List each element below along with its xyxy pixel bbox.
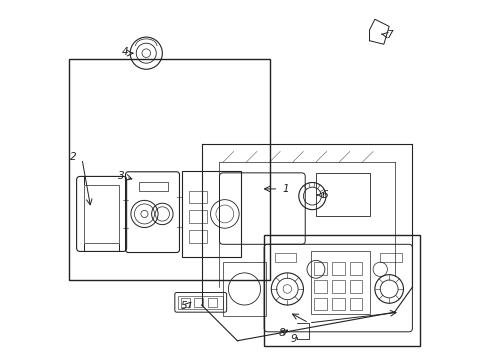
Bar [274,253,296,262]
Text: 4: 4 [122,47,128,57]
Bar [181,298,189,307]
Text: 7: 7 [385,30,391,40]
Bar [349,280,362,293]
Text: 1: 1 [282,184,288,194]
Bar [331,262,344,275]
Bar [178,296,223,309]
Text: 8: 8 [278,328,285,338]
Bar [315,173,369,216]
Bar [313,262,326,275]
Bar [380,253,401,262]
Text: 3: 3 [118,171,124,181]
Bar [223,262,265,316]
Bar [310,251,369,314]
Text: 5: 5 [180,301,187,311]
Polygon shape [369,19,388,44]
Bar [349,298,362,310]
Bar [349,262,362,275]
Bar [69,59,269,280]
Text: 9: 9 [290,334,297,344]
Bar [182,171,241,257]
Text: 2: 2 [70,152,77,162]
Bar [264,235,419,346]
Bar [189,230,206,243]
Bar [331,298,344,310]
Bar [83,185,119,243]
Bar [313,298,326,310]
Bar [189,191,206,203]
Text: 6: 6 [321,190,327,200]
Bar [189,210,206,223]
Bar [207,298,217,307]
Bar [331,280,344,293]
Bar [194,298,203,307]
Bar [139,182,167,191]
Bar [313,280,326,293]
